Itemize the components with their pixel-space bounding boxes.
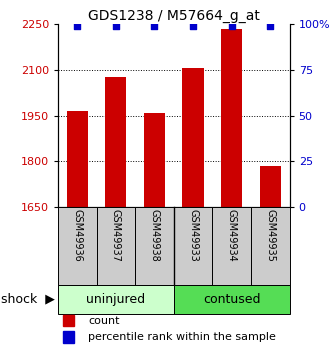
Bar: [174, 285, 290, 314]
Point: [268, 23, 273, 29]
Title: GDS1238 / M57664_g_at: GDS1238 / M57664_g_at: [88, 9, 260, 23]
Bar: [97, 207, 135, 285]
Point: [152, 23, 157, 29]
Bar: [135, 207, 174, 285]
Bar: [221, 29, 242, 207]
Text: GSM49935: GSM49935: [265, 209, 275, 262]
Point: [190, 23, 196, 29]
Text: GSM49936: GSM49936: [72, 209, 82, 262]
Bar: [174, 207, 213, 285]
Text: GSM49934: GSM49934: [227, 209, 237, 262]
Bar: [63, 315, 74, 326]
Bar: [260, 166, 281, 207]
Text: GSM49937: GSM49937: [111, 209, 121, 262]
Text: GSM49933: GSM49933: [188, 209, 198, 262]
Bar: [63, 331, 74, 343]
Point: [74, 23, 80, 29]
Bar: [58, 285, 174, 314]
Text: contused: contused: [203, 293, 260, 306]
Bar: [105, 78, 126, 207]
Point: [229, 23, 234, 29]
Text: uninjured: uninjured: [86, 293, 145, 306]
Text: percentile rank within the sample: percentile rank within the sample: [88, 332, 276, 342]
Bar: [182, 68, 204, 207]
Text: shock  ▶: shock ▶: [1, 293, 55, 306]
Bar: [67, 111, 88, 207]
Point: [113, 23, 118, 29]
Text: GSM49938: GSM49938: [150, 209, 160, 262]
Bar: [251, 207, 290, 285]
Bar: [144, 112, 165, 207]
Bar: [58, 207, 97, 285]
Text: count: count: [88, 316, 119, 326]
Bar: [213, 207, 251, 285]
